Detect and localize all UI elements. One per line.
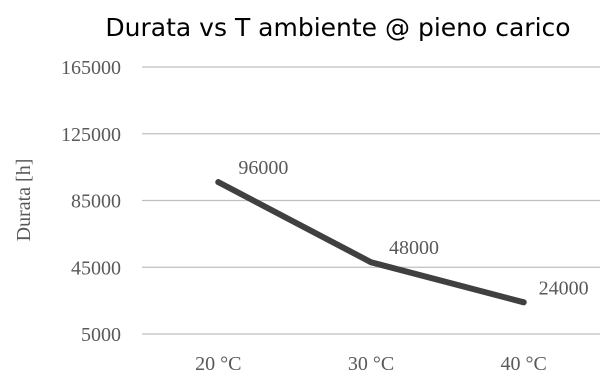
data-label: 24000 (539, 277, 589, 299)
series (215, 179, 527, 306)
x-tick-label: 20 °C (195, 353, 241, 372)
data-label: 48000 (389, 237, 439, 259)
y-axis-label: Durata [h] (13, 159, 35, 242)
chart-title: Durata vs T ambiente @ pieno carico (105, 13, 570, 42)
data-point (368, 259, 374, 266)
x-tick-label: 30 °C (348, 353, 394, 372)
data-label: 96000 (238, 157, 288, 179)
gridlines (142, 66, 600, 335)
y-tick-labels: 5000 45000 85000 125000 165000 (61, 57, 121, 346)
y-tick-label: 165000 (61, 57, 121, 79)
data-point (520, 299, 527, 306)
y-tick-label: 5000 (81, 324, 121, 346)
x-tick-label: 40 °C (500, 353, 546, 372)
data-labels: 96000 48000 24000 (238, 157, 588, 299)
y-tick-label: 85000 (71, 191, 121, 213)
x-tick-labels: 20 °C 30 °C 40 °C (195, 353, 547, 372)
y-tick-label: 45000 (71, 257, 121, 279)
y-tick-label: 125000 (61, 124, 121, 146)
data-point (215, 179, 222, 186)
